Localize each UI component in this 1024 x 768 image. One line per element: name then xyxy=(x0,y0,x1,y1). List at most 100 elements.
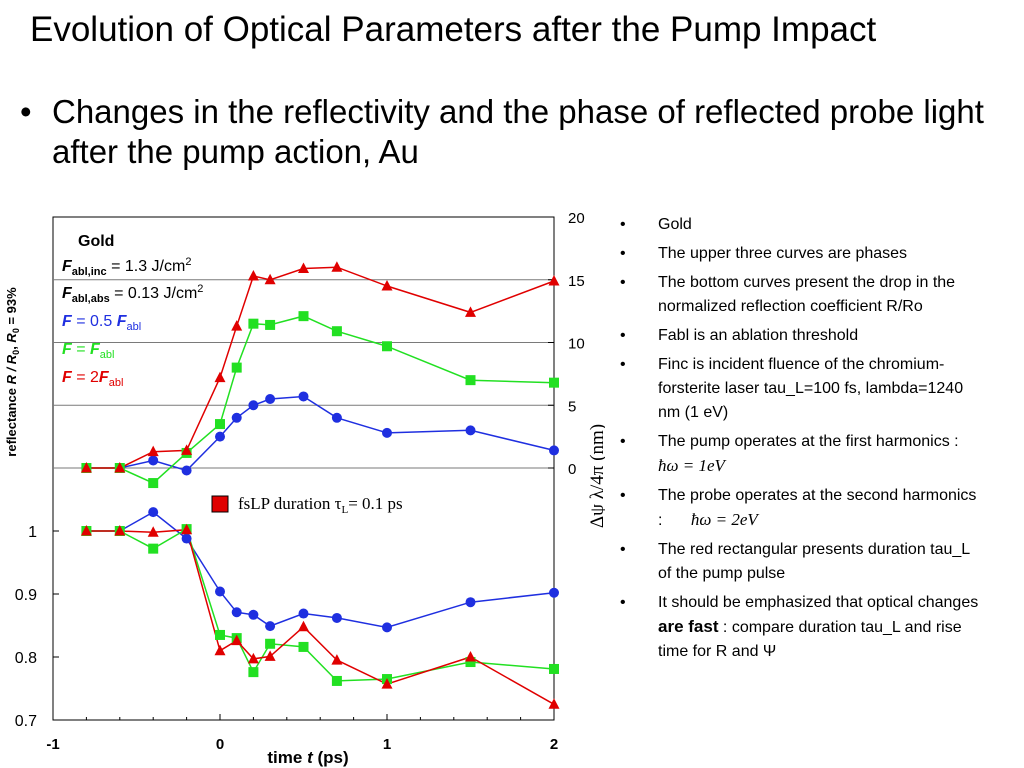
left-axis-label: reflectance R / R0, R0 = 93% xyxy=(4,287,21,457)
legend-green: F = Fabl xyxy=(62,341,114,361)
note-text: Finc is incident fluence of the chromium… xyxy=(658,356,964,421)
data-point-triangle xyxy=(114,525,126,536)
data-point-triangle xyxy=(114,462,126,473)
data-point-square xyxy=(148,543,159,554)
data-point-triangle xyxy=(381,678,393,689)
data-point-circle xyxy=(382,427,392,438)
data-point-circle xyxy=(298,608,309,619)
data-point-triangle xyxy=(181,523,193,535)
x-tick-label: 1 xyxy=(383,736,391,753)
data-point-square xyxy=(331,675,342,686)
note-item: • Gold xyxy=(620,213,980,237)
data-point-triangle xyxy=(264,273,276,285)
data-point-circle xyxy=(215,586,225,597)
note-bullet: • xyxy=(620,433,626,450)
data-point-triangle xyxy=(80,525,92,536)
data-point-square xyxy=(549,663,559,674)
note-text: The probe operates at the second harmoni… xyxy=(658,487,977,529)
left-tick-label: 0.9 xyxy=(15,587,37,604)
data-point-square xyxy=(382,341,392,352)
data-point-triangle xyxy=(214,371,226,383)
note-emphasis: are fast xyxy=(658,617,719,636)
note-formula: ħω = 1eV xyxy=(658,456,725,475)
note-bullet: • xyxy=(620,327,626,344)
data-point-circle xyxy=(231,607,242,618)
data-point-triangle xyxy=(231,320,243,331)
note-bullet: • xyxy=(620,274,626,291)
data-point-circle xyxy=(248,400,259,411)
right-axis-label: Δψ λ/4π (nm) xyxy=(587,424,605,528)
data-point-square xyxy=(298,641,309,652)
x-axis-label: time t (ps) xyxy=(267,748,348,767)
data-point-circle xyxy=(298,391,309,402)
slide-title: Evolution of Optical Parameters after th… xyxy=(30,10,877,49)
data-point-square xyxy=(265,638,276,649)
legend-gold: Gold xyxy=(78,233,114,250)
note-item: • The red rectangular presents duration t… xyxy=(620,538,980,586)
note-text: The red rectangular presents duration ta… xyxy=(658,541,970,582)
phase-gridlines xyxy=(53,279,554,469)
note-item: • The probe operates at the second harmon… xyxy=(620,484,980,533)
data-point-circle xyxy=(331,412,342,423)
x-tick-label: -1 xyxy=(46,736,59,753)
data-point-triangle xyxy=(214,644,226,656)
fslp-label: fsLP duration τL= 0.1 ps xyxy=(238,494,403,516)
data-point-circle xyxy=(231,412,242,423)
note-item: • Finc is incident fluence of the chromiu… xyxy=(620,353,980,425)
note-bullet: • xyxy=(620,541,626,558)
left-tick-label: 0.7 xyxy=(15,713,37,730)
note-bullet: • xyxy=(620,356,626,373)
note-text: The bottom curves present the drop in th… xyxy=(658,274,956,315)
note-item: • The upper three curves are phases xyxy=(620,242,980,266)
legend-blue: F = 0.5 Fabl xyxy=(62,313,141,333)
data-point-triangle xyxy=(80,462,92,473)
data-point-circle xyxy=(148,455,159,466)
data-point-circle xyxy=(331,612,342,623)
right-tick-label: 5 xyxy=(568,398,576,415)
main-bullet-text: Changes in the reflectivity and the phas… xyxy=(52,93,984,170)
note-bullet: • xyxy=(620,487,626,504)
note-text: : compare duration tau_L and rise time f… xyxy=(658,619,962,660)
left-tick-label: 1 xyxy=(28,524,37,541)
data-point-triangle xyxy=(381,280,393,291)
right-tick-label: 0 xyxy=(568,461,576,478)
data-point-square xyxy=(248,667,259,678)
data-point-triangle xyxy=(331,261,343,272)
data-point-circle xyxy=(465,425,476,436)
data-point-triangle xyxy=(298,262,309,273)
data-point-circle xyxy=(215,431,225,442)
data-point-circle xyxy=(265,621,276,632)
data-point-square xyxy=(331,326,342,337)
bullet-dot: • xyxy=(20,93,32,130)
data-point-square xyxy=(298,311,309,322)
data-point-circle xyxy=(181,465,192,476)
data-point-square xyxy=(465,657,476,668)
data-point-circle xyxy=(181,533,192,544)
data-point-square xyxy=(215,419,225,430)
data-point-square xyxy=(148,478,159,489)
note-text: Fabl is an ablation threshold xyxy=(658,327,859,344)
data-point-triangle xyxy=(548,275,560,286)
note-bullet: • xyxy=(620,594,626,611)
data-point-triangle xyxy=(331,654,343,665)
data-point-square xyxy=(231,362,242,373)
data-point-triangle xyxy=(247,269,259,281)
reflectance-red-line xyxy=(86,528,555,705)
x-tick-label: 0 xyxy=(216,736,224,753)
data-point-square xyxy=(248,318,259,329)
data-point-triangle xyxy=(147,445,159,457)
note-text: Gold xyxy=(658,216,692,233)
right-tick-label: 10 xyxy=(568,336,585,353)
data-point-circle xyxy=(549,445,559,456)
legend-fabl-inc: Fabl,inc = 1.3 J/cm2 xyxy=(62,256,191,278)
data-point-circle xyxy=(549,587,559,598)
x-tick-label: 2 xyxy=(550,736,558,753)
fslp-duration-marker xyxy=(211,495,229,513)
data-point-triangle xyxy=(147,526,159,537)
note-item: • It should be emphasized that optical ch… xyxy=(620,591,980,664)
note-formula: ħω = 2eV xyxy=(690,510,758,529)
data-point-triangle xyxy=(298,620,309,632)
data-point-triangle xyxy=(465,306,476,317)
